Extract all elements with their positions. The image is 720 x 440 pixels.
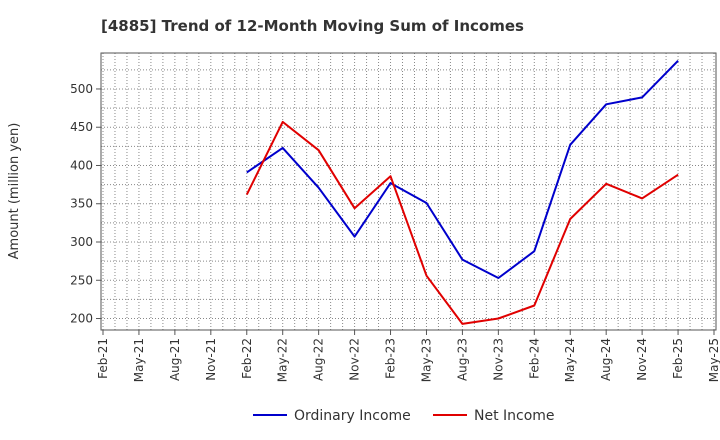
x-tick-label: Nov-21 [204, 338, 218, 381]
x-tick-label: Aug-22 [312, 338, 326, 381]
plot-area-frame [100, 52, 717, 331]
x-tick-label: Aug-24 [599, 338, 613, 381]
x-tick-label: Aug-21 [168, 338, 182, 381]
series-lines [245, 59, 679, 325]
x-tick-label: Nov-22 [348, 338, 362, 381]
y-tick-label: 500 [70, 82, 93, 96]
x-tick-label: Aug-23 [455, 338, 469, 381]
y-tick-label: 400 [70, 158, 93, 172]
y-tick-label: 200 [70, 312, 93, 326]
grid [101, 53, 716, 330]
x-tick-label: Feb-24 [527, 338, 541, 379]
x-tick-label: May-21 [132, 338, 146, 382]
x-tick-label: May-24 [563, 338, 577, 382]
x-tick-label: Nov-24 [635, 338, 649, 381]
x-axis-ticks: Feb-21 May-21 Aug-21 Nov-21 Feb-22 May-22 Aug-… [96, 330, 720, 382]
y-axis-ticks: 200 250 300 350 400 450 500 [70, 82, 101, 326]
series-line-net-income [245, 120, 679, 325]
legend: Ordinary Income Net Income [253, 408, 555, 424]
x-tick-label: May-25 [707, 338, 720, 382]
y-axis-label: Amount (million yen) [7, 123, 22, 260]
x-tick-label: May-22 [276, 338, 290, 382]
chart-title: [4885] Trend of 12-Month Moving Sum of I… [101, 17, 524, 35]
x-tick-label: Feb-22 [240, 338, 254, 379]
x-tick-label: Nov-23 [491, 338, 505, 381]
y-tick-label: 450 [70, 120, 93, 134]
x-tick-label: Feb-25 [671, 338, 685, 379]
y-tick-label: 350 [70, 197, 93, 211]
y-tick-label: 300 [70, 235, 93, 249]
series-line-ordinary-income [246, 59, 679, 279]
y-tick-label: 250 [70, 273, 93, 287]
x-tick-label: Feb-21 [96, 338, 110, 379]
legend-label-net-income: Net Income [474, 408, 555, 424]
x-tick-label: Feb-23 [384, 338, 398, 379]
legend-label-ordinary-income: Ordinary Income [294, 408, 411, 424]
x-tick-label: May-23 [419, 338, 433, 382]
